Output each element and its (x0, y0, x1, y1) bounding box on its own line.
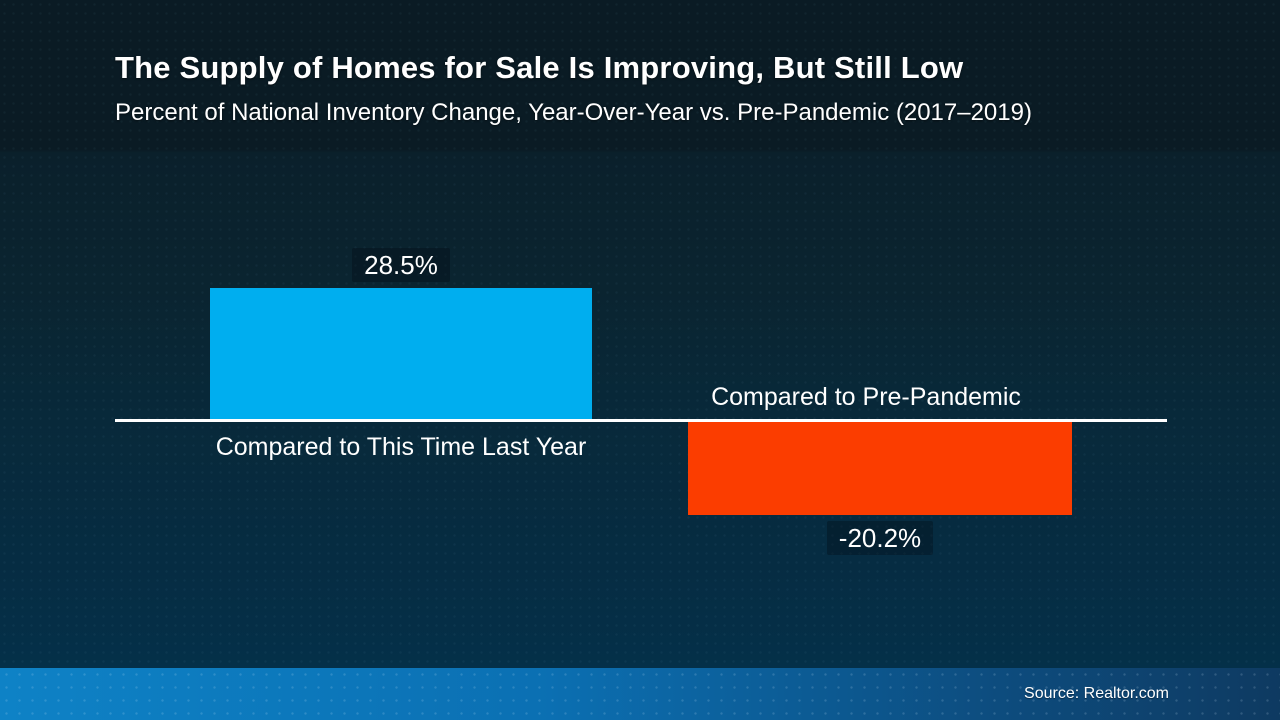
x-axis-baseline (115, 419, 1167, 422)
value-label-pre-pandemic-text: -20.2% (826, 521, 934, 555)
category-label-pre-pandemic: Compared to Pre-Pandemic (711, 383, 1021, 411)
chart-title: The Supply of Homes for Sale Is Improvin… (115, 50, 964, 85)
bar-compared-pre-pandemic (688, 422, 1072, 515)
value-label-last-year: 28.5% (210, 248, 592, 282)
value-label-pre-pandemic: -20.2% (688, 521, 1072, 555)
bar-compared-last-year (210, 288, 592, 419)
chart-subtitle: Percent of National Inventory Change, Ye… (115, 99, 1032, 126)
footer-band: Source: Realtor.com (0, 668, 1280, 720)
source-attribution: Source: Realtor.com (1024, 685, 1169, 702)
value-label-last-year-text: 28.5% (352, 248, 450, 282)
category-label-last-year: Compared to This Time Last Year (215, 433, 587, 461)
